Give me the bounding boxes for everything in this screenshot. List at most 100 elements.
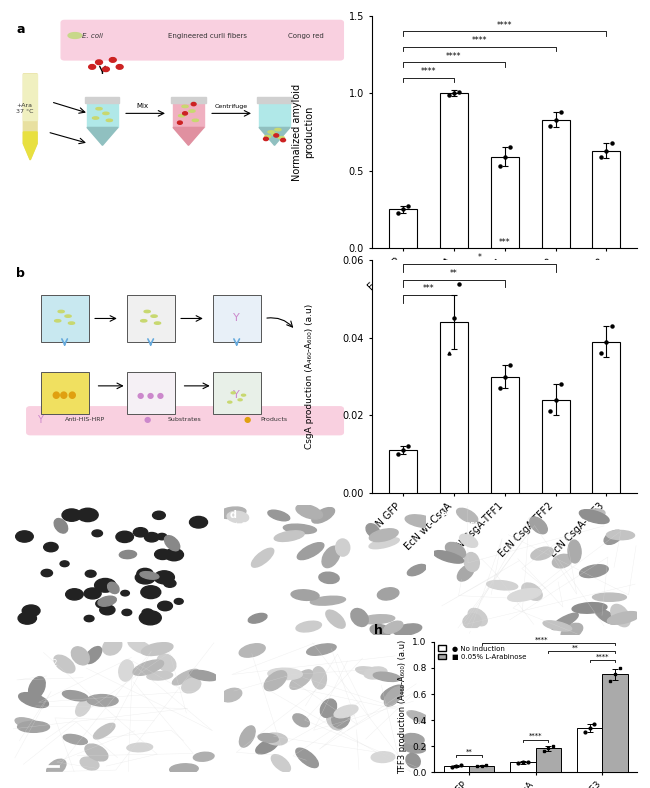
Ellipse shape (322, 546, 340, 567)
Ellipse shape (468, 608, 488, 626)
Ellipse shape (457, 508, 478, 523)
Ellipse shape (157, 654, 176, 672)
Ellipse shape (580, 565, 608, 578)
Circle shape (44, 542, 58, 552)
Text: wt-CsgA: wt-CsgA (230, 522, 261, 531)
Text: Engineered curli fibers: Engineered curli fibers (168, 32, 247, 39)
Text: ****: **** (497, 20, 512, 30)
Ellipse shape (264, 671, 287, 691)
Polygon shape (23, 132, 37, 160)
FancyBboxPatch shape (27, 407, 343, 435)
Circle shape (84, 615, 94, 622)
Text: Products: Products (261, 417, 288, 422)
Text: g: g (230, 647, 237, 657)
Ellipse shape (373, 672, 400, 682)
Ellipse shape (54, 655, 75, 673)
Ellipse shape (319, 572, 339, 583)
Ellipse shape (164, 536, 179, 551)
Text: *: * (477, 253, 481, 262)
Ellipse shape (371, 752, 395, 763)
Circle shape (121, 590, 129, 596)
Ellipse shape (80, 757, 99, 770)
Ellipse shape (369, 537, 399, 548)
Ellipse shape (218, 507, 246, 519)
Text: Y: Y (37, 414, 43, 425)
Bar (389, 210, 417, 248)
Ellipse shape (403, 742, 426, 753)
Ellipse shape (356, 667, 384, 676)
Ellipse shape (460, 534, 478, 548)
Ellipse shape (370, 624, 391, 637)
Ellipse shape (62, 690, 88, 701)
Circle shape (103, 67, 109, 72)
Text: ●●●: ●●● (52, 390, 77, 400)
Ellipse shape (92, 117, 99, 119)
Ellipse shape (248, 613, 267, 623)
Ellipse shape (581, 509, 605, 520)
Bar (603, 675, 628, 772)
Ellipse shape (170, 764, 198, 775)
Polygon shape (87, 128, 118, 145)
Bar (173, 99, 204, 128)
Bar (85, 97, 120, 103)
Circle shape (84, 588, 101, 599)
Ellipse shape (307, 644, 336, 656)
Ellipse shape (58, 310, 64, 313)
Ellipse shape (103, 637, 122, 655)
Circle shape (88, 65, 96, 69)
Ellipse shape (296, 748, 318, 768)
Text: **: ** (465, 749, 473, 755)
Ellipse shape (182, 106, 188, 107)
Ellipse shape (369, 529, 398, 541)
Bar (172, 97, 205, 103)
Circle shape (22, 605, 40, 616)
Ellipse shape (393, 624, 422, 635)
Circle shape (77, 508, 98, 522)
Ellipse shape (272, 133, 278, 136)
Ellipse shape (151, 315, 157, 318)
Ellipse shape (384, 687, 402, 706)
Ellipse shape (221, 688, 242, 702)
Bar (469, 766, 495, 772)
Ellipse shape (192, 119, 198, 121)
Ellipse shape (85, 744, 108, 761)
Ellipse shape (310, 597, 346, 605)
Bar (541, 120, 569, 248)
Ellipse shape (360, 615, 395, 624)
Ellipse shape (268, 668, 302, 679)
Ellipse shape (291, 589, 319, 600)
Bar (443, 766, 469, 772)
Text: Y: Y (233, 314, 240, 323)
Circle shape (281, 139, 285, 142)
Text: **: ** (572, 645, 578, 650)
Text: d: d (230, 510, 237, 520)
Ellipse shape (326, 610, 345, 628)
Circle shape (177, 121, 182, 125)
Ellipse shape (29, 677, 46, 699)
Ellipse shape (127, 743, 153, 752)
Circle shape (141, 585, 161, 599)
Ellipse shape (312, 507, 335, 523)
Ellipse shape (72, 647, 89, 665)
Ellipse shape (65, 315, 71, 318)
Ellipse shape (445, 542, 465, 559)
Text: a: a (16, 23, 25, 35)
Ellipse shape (140, 571, 159, 579)
Ellipse shape (296, 504, 322, 519)
Ellipse shape (487, 581, 517, 590)
Ellipse shape (531, 547, 553, 560)
Ellipse shape (239, 644, 265, 657)
Text: ****: **** (421, 67, 436, 76)
Circle shape (92, 530, 103, 537)
Circle shape (164, 548, 183, 561)
Bar (491, 377, 519, 492)
Circle shape (85, 571, 96, 577)
Ellipse shape (103, 112, 109, 114)
Text: ●: ● (144, 415, 151, 424)
Circle shape (16, 531, 33, 542)
Ellipse shape (18, 721, 49, 732)
Ellipse shape (458, 565, 474, 581)
Ellipse shape (552, 554, 572, 568)
Ellipse shape (172, 669, 198, 685)
Bar (592, 342, 621, 492)
